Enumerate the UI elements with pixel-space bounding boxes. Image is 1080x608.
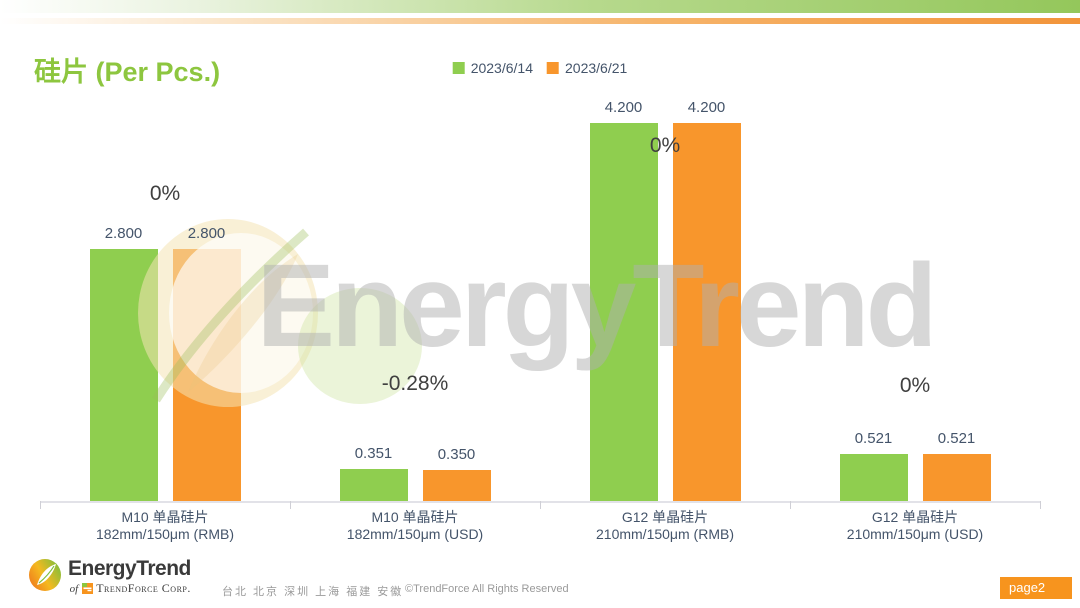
bar-2023/6/21 [422, 470, 491, 501]
energytrend-logo: EnergyTrend of TrendForce Corp. [28, 558, 191, 596]
value-label: 2.800 [104, 225, 143, 242]
energytrend-logo-icon [29, 559, 61, 591]
value-label: 0.351 [354, 445, 393, 462]
legend-label-green: 2023/6/14 [470, 60, 533, 76]
footer-copyright: ©TrendForce All Rights Reserved [405, 583, 569, 595]
bar-2023/6/14 [589, 123, 658, 501]
x-axis-tick [40, 501, 41, 509]
footer-logo-subtitle: of TrendForce Corp. [68, 581, 191, 596]
top-green-strip [0, 0, 1080, 13]
trendforce-logo-icon [82, 583, 94, 594]
change-label: -0.28% [381, 372, 449, 395]
legend-swatch-orange-icon [547, 62, 559, 74]
change-label: 0% [649, 134, 681, 157]
change-label: 0% [149, 182, 181, 205]
footer-logo-of: of [69, 582, 79, 595]
category-label: G12 单晶硅片 210mm/150μm (USD) [846, 509, 984, 542]
value-label: 0.521 [937, 430, 976, 447]
bar-2023/6/14 [89, 249, 158, 501]
chart-legend: 2023/6/14 2023/6/21 [452, 60, 628, 76]
bar-2023/6/14 [839, 454, 908, 501]
footer-locations: 台北 北京 深圳 上海 福建 安徽 [222, 586, 404, 598]
page-title: 硅片 (Per Pcs.) [34, 57, 221, 87]
change-label: 0% [899, 374, 931, 397]
x-axis-tick [790, 501, 791, 509]
bar-2023/6/14 [339, 469, 408, 501]
x-axis-tick [540, 501, 541, 509]
category-label: M10 单晶硅片 182mm/150μm (USD) [346, 509, 484, 542]
category-label: G12 单晶硅片 210mm/150μm (RMB) [596, 509, 734, 542]
top-orange-strip [0, 18, 1080, 24]
footer-logo-corp: TrendForce Corp. [96, 581, 191, 595]
x-axis-tick [1040, 501, 1041, 509]
page-number-badge: page2 [1000, 577, 1072, 599]
legend-swatch-green-icon [452, 62, 465, 74]
value-label: 0.521 [854, 430, 893, 447]
bar-2023/6/21 [672, 123, 741, 501]
value-label: 0.350 [437, 446, 476, 463]
value-label: 4.200 [687, 99, 726, 116]
legend-label-orange: 2023/6/21 [565, 60, 628, 76]
value-label: 4.200 [604, 99, 643, 116]
value-label: 2.800 [187, 225, 226, 242]
bar-2023/6/21 [172, 249, 241, 501]
x-axis-tick [290, 501, 291, 509]
category-label: M10 单晶硅片 182mm/150μm (RMB) [96, 509, 234, 542]
footer-logo-title: EnergyTrend [68, 557, 191, 580]
bar-2023/6/21 [922, 454, 991, 501]
